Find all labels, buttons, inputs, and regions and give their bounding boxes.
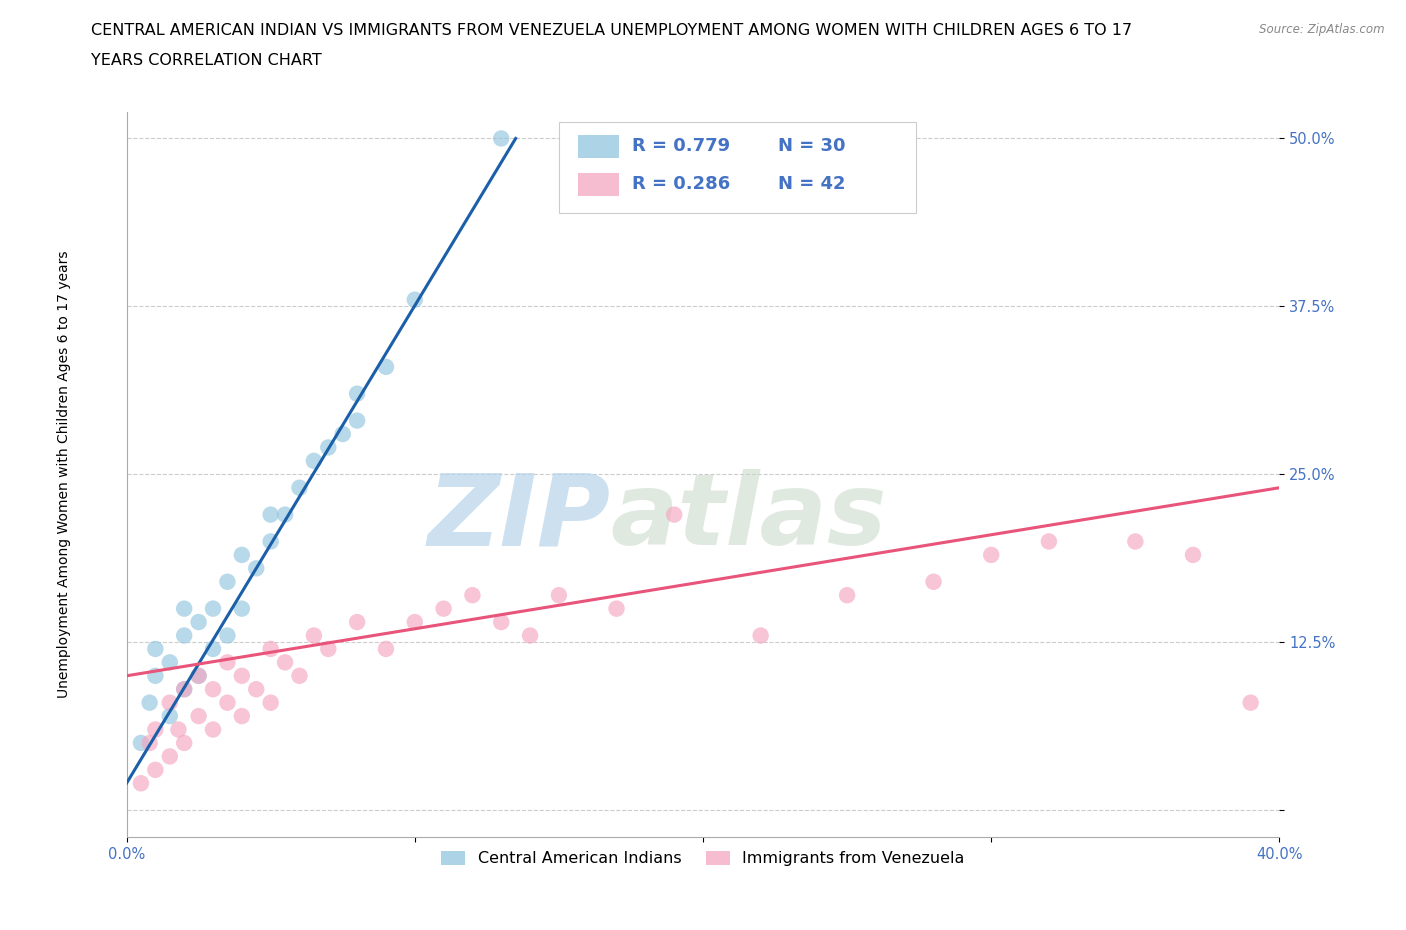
Point <box>749 628 772 643</box>
Point <box>461 588 484 603</box>
Point <box>217 575 239 590</box>
Point <box>519 628 541 643</box>
Point <box>374 359 398 374</box>
Point <box>664 507 686 522</box>
Text: R = 0.286: R = 0.286 <box>631 175 730 193</box>
Point <box>274 655 297 670</box>
Point <box>302 454 325 469</box>
Point <box>173 628 195 643</box>
Point <box>318 440 340 455</box>
Point <box>159 655 181 670</box>
Point <box>202 722 225 737</box>
Point <box>217 628 239 643</box>
Point <box>259 507 281 522</box>
Point <box>332 427 354 442</box>
Point <box>217 655 239 670</box>
Point <box>245 682 267 697</box>
Text: N = 30: N = 30 <box>778 138 845 155</box>
Point <box>202 682 225 697</box>
Point <box>288 669 311 684</box>
Point <box>129 776 152 790</box>
Point <box>835 588 858 603</box>
Point <box>245 561 267 576</box>
Point <box>129 736 152 751</box>
Text: CENTRAL AMERICAN INDIAN VS IMMIGRANTS FROM VENEZUELA UNEMPLOYMENT AMONG WOMEN WI: CENTRAL AMERICAN INDIAN VS IMMIGRANTS FR… <box>91 23 1132 38</box>
Point <box>288 480 311 495</box>
Bar <box>578 173 619 195</box>
Point <box>548 588 571 603</box>
Point <box>145 642 166 657</box>
Point <box>202 642 225 657</box>
Point <box>173 682 195 697</box>
Point <box>1240 696 1263 711</box>
Point <box>491 615 513 630</box>
Point <box>145 763 166 777</box>
Legend: Central American Indians, Immigrants from Venezuela: Central American Indians, Immigrants fro… <box>434 844 972 872</box>
Point <box>187 615 209 630</box>
Point <box>159 709 181 724</box>
Point <box>259 696 281 711</box>
Point <box>187 669 209 684</box>
Point <box>922 575 945 590</box>
Point <box>404 292 426 307</box>
Point <box>159 749 181 764</box>
Text: YEARS CORRELATION CHART: YEARS CORRELATION CHART <box>91 53 322 68</box>
Point <box>980 548 1002 563</box>
Point <box>231 548 253 563</box>
Y-axis label: Unemployment Among Women with Children Ages 6 to 17 years: Unemployment Among Women with Children A… <box>58 250 70 698</box>
Text: Source: ZipAtlas.com: Source: ZipAtlas.com <box>1260 23 1385 36</box>
Point <box>231 601 253 616</box>
Text: R = 0.779: R = 0.779 <box>631 138 730 155</box>
Point <box>404 615 426 630</box>
Point <box>1181 548 1204 563</box>
Point <box>202 601 225 616</box>
Point <box>302 628 325 643</box>
Point <box>138 696 160 711</box>
Point <box>187 709 209 724</box>
Point <box>318 642 340 657</box>
Point <box>374 642 398 657</box>
Point <box>217 696 239 711</box>
Text: atlas: atlas <box>610 470 887 566</box>
Point <box>259 534 281 549</box>
Text: N = 42: N = 42 <box>778 175 845 193</box>
Point <box>173 682 195 697</box>
Point <box>274 507 297 522</box>
Point <box>145 722 166 737</box>
Point <box>1125 534 1147 549</box>
Point <box>491 131 513 146</box>
Point <box>346 413 368 428</box>
Point <box>173 601 195 616</box>
Point <box>145 669 166 684</box>
FancyBboxPatch shape <box>560 123 917 213</box>
Text: ZIP: ZIP <box>427 470 610 566</box>
Point <box>231 669 253 684</box>
Point <box>167 722 190 737</box>
Point <box>173 736 195 751</box>
Point <box>231 709 253 724</box>
Point <box>433 601 456 616</box>
Point <box>606 601 628 616</box>
Point <box>346 386 368 401</box>
Bar <box>578 135 619 158</box>
Point <box>138 736 160 751</box>
Point <box>1038 534 1060 549</box>
Point <box>346 615 368 630</box>
Point <box>187 669 209 684</box>
Point <box>159 696 181 711</box>
Point <box>259 642 281 657</box>
